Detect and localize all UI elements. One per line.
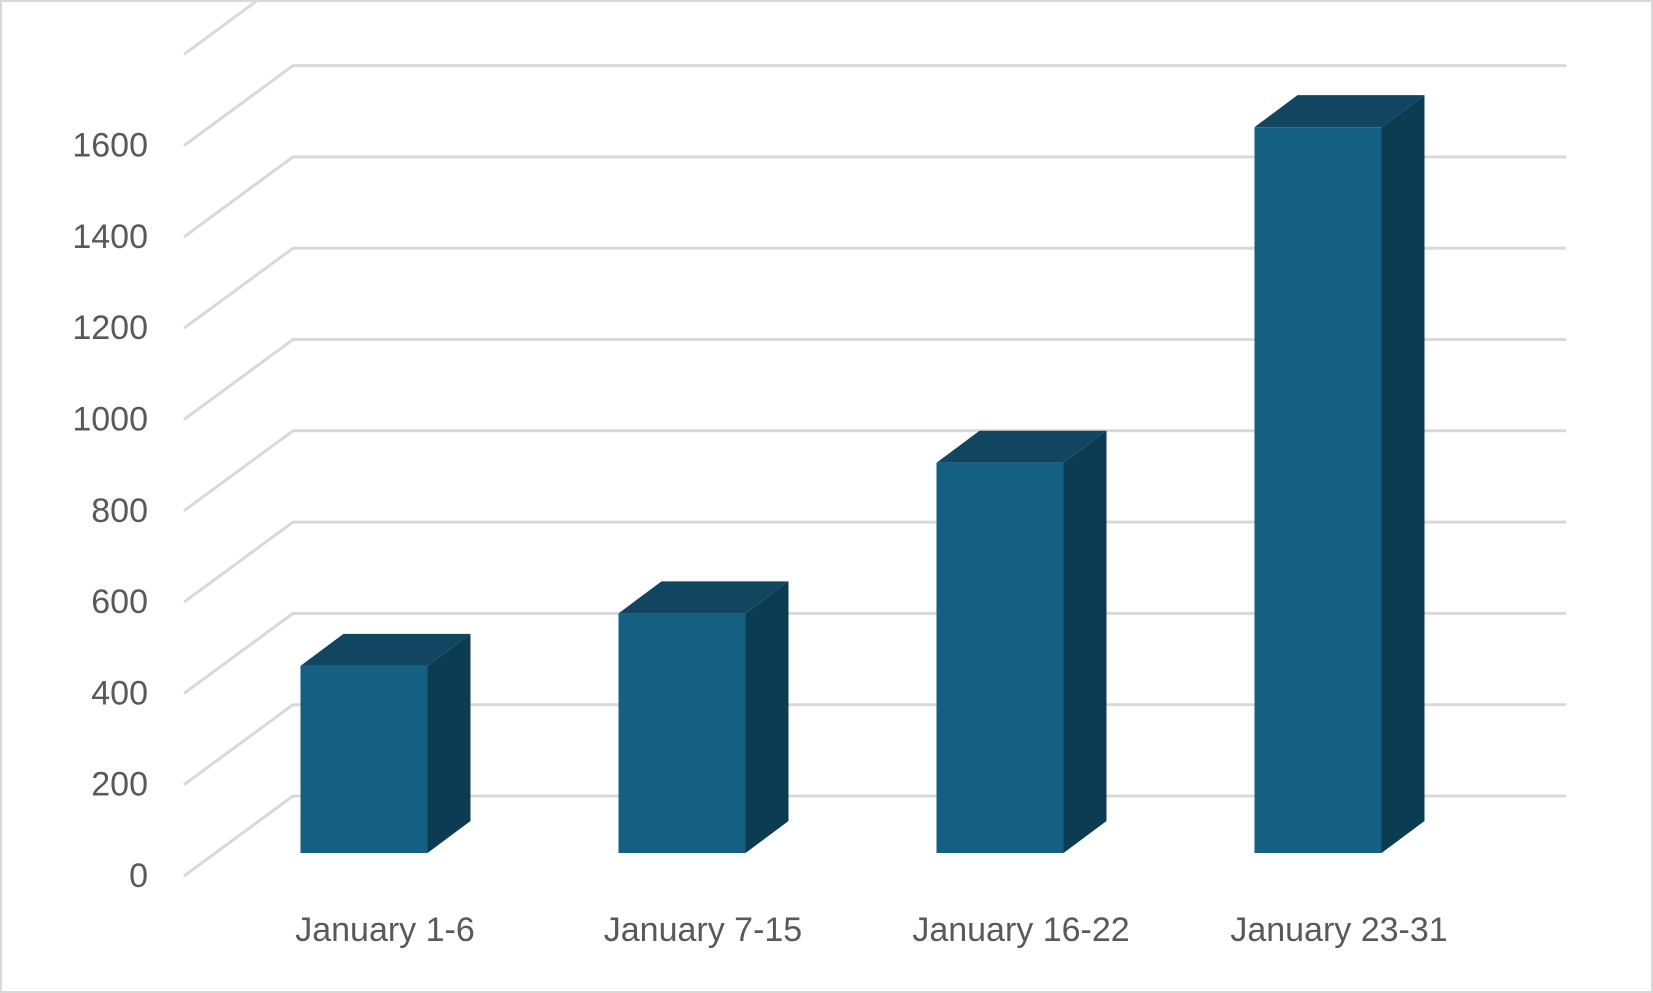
bar [1254,95,1425,854]
y-tick-label: 800 [91,492,148,530]
y-tick-label: 600 [91,583,148,621]
bar-side [427,633,471,853]
bar-top [300,633,471,666]
gridline [183,703,1566,786]
bar-front [936,462,1064,853]
bar-top [936,430,1107,463]
bar-side [1381,95,1425,854]
x-tick-label: January 7-15 [604,911,802,949]
gridline [183,155,1566,239]
y-tick-label: 1400 [72,218,148,256]
x-tick-label: January 16-22 [912,911,1129,949]
bar-front [1254,127,1382,854]
x-axis-ticks: January 1-6 January 7-15 January 16-22 Janu… [295,911,1447,949]
gridline [183,338,1566,421]
bar-front [618,613,746,853]
bar-front [300,665,428,853]
bar-side [1063,430,1107,853]
y-tick-label: 0 [129,857,148,895]
y-tick-label: 1000 [72,401,148,439]
y-tick-label: 200 [91,766,148,804]
y-tick-label: 400 [91,674,148,712]
y-tick-label: 1600 [72,127,148,165]
x-tick-label: January 1-6 [295,911,475,949]
y-tick-label: 1200 [72,309,148,347]
x-tick-label: January 23-31 [1230,911,1447,949]
bar-side [745,581,789,853]
bar-top [1254,95,1425,128]
gridline [183,246,1566,330]
bar [300,633,471,853]
bar [618,581,789,853]
bars [300,95,1425,854]
gridline [183,429,1566,513]
gridline [183,0,261,56]
y-axis-ticks: 0 200 400 600 800 1000 1200 1400 1600 [72,127,148,895]
bar [936,430,1107,853]
gridline [183,611,1566,695]
gridlines [183,0,1566,878]
gridline [183,520,1566,604]
gridline [183,64,1566,147]
gridline [183,794,1566,878]
bar-top [618,581,789,614]
